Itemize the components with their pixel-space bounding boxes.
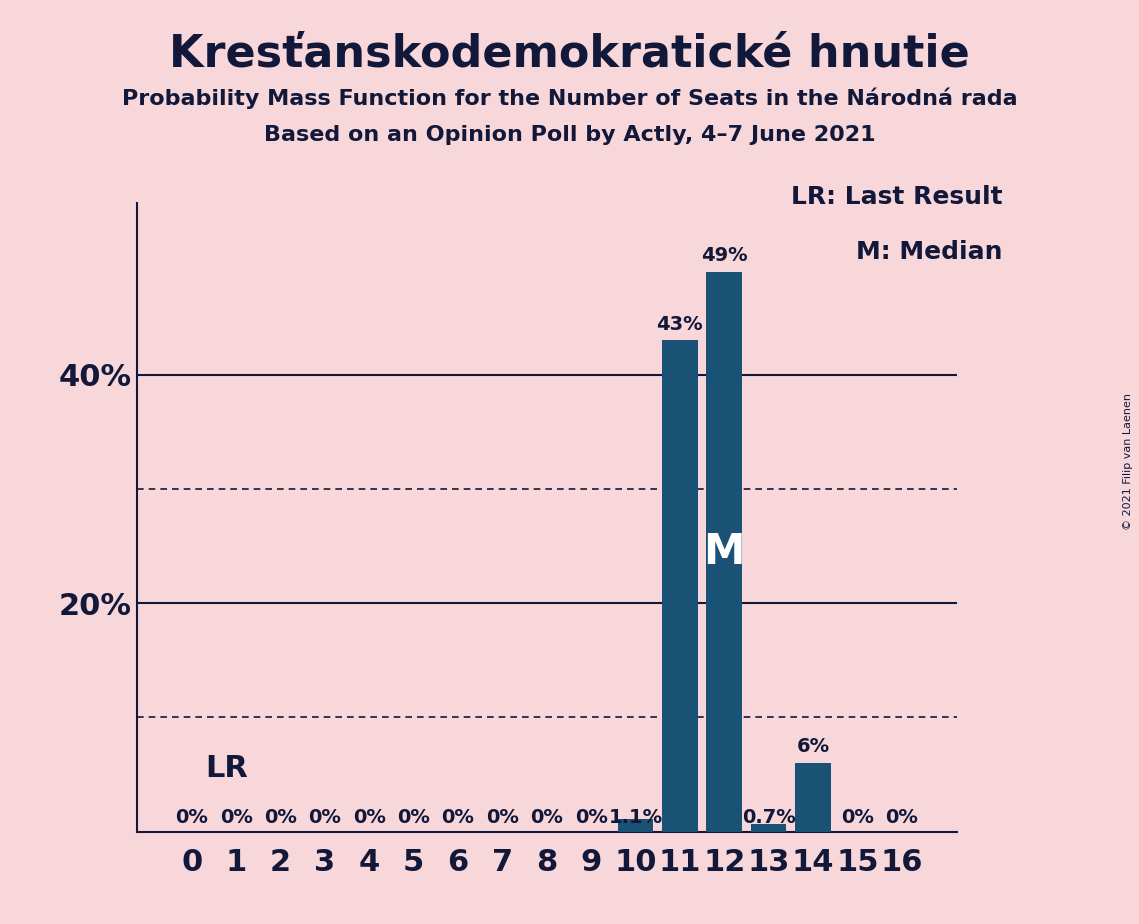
Text: 0%: 0% [442, 808, 475, 827]
Bar [617, 819, 654, 832]
Bar [706, 272, 741, 832]
Text: 0.7%: 0.7% [741, 808, 795, 827]
Bar [795, 763, 830, 832]
Text: Kresťanskodemokratické hnutie: Kresťanskodemokratické hnutie [169, 32, 970, 76]
Text: 0%: 0% [841, 808, 874, 827]
Text: 0%: 0% [353, 808, 386, 827]
Text: 0%: 0% [575, 808, 607, 827]
Text: 6%: 6% [796, 737, 829, 756]
Text: Based on an Opinion Poll by Actly, 4–7 June 2021: Based on an Opinion Poll by Actly, 4–7 J… [264, 125, 875, 145]
Text: 0%: 0% [486, 808, 518, 827]
Text: 0%: 0% [531, 808, 563, 827]
Bar [751, 823, 786, 832]
Text: M: Median: M: Median [855, 240, 1002, 264]
Text: 0%: 0% [398, 808, 431, 827]
Text: 0%: 0% [885, 808, 918, 827]
Text: © 2021 Filip van Laenen: © 2021 Filip van Laenen [1123, 394, 1133, 530]
Text: 0%: 0% [264, 808, 297, 827]
Text: LR: LR [205, 754, 248, 784]
Text: 43%: 43% [656, 314, 703, 334]
Text: 0%: 0% [220, 808, 253, 827]
Bar [662, 340, 697, 832]
Text: 1.1%: 1.1% [608, 808, 663, 827]
Text: 0%: 0% [309, 808, 342, 827]
Text: M: M [704, 530, 745, 573]
Text: 0%: 0% [175, 808, 208, 827]
Text: 49%: 49% [700, 246, 747, 265]
Text: LR: Last Result: LR: Last Result [790, 185, 1002, 209]
Text: Probability Mass Function for the Number of Seats in the Národná rada: Probability Mass Function for the Number… [122, 88, 1017, 109]
